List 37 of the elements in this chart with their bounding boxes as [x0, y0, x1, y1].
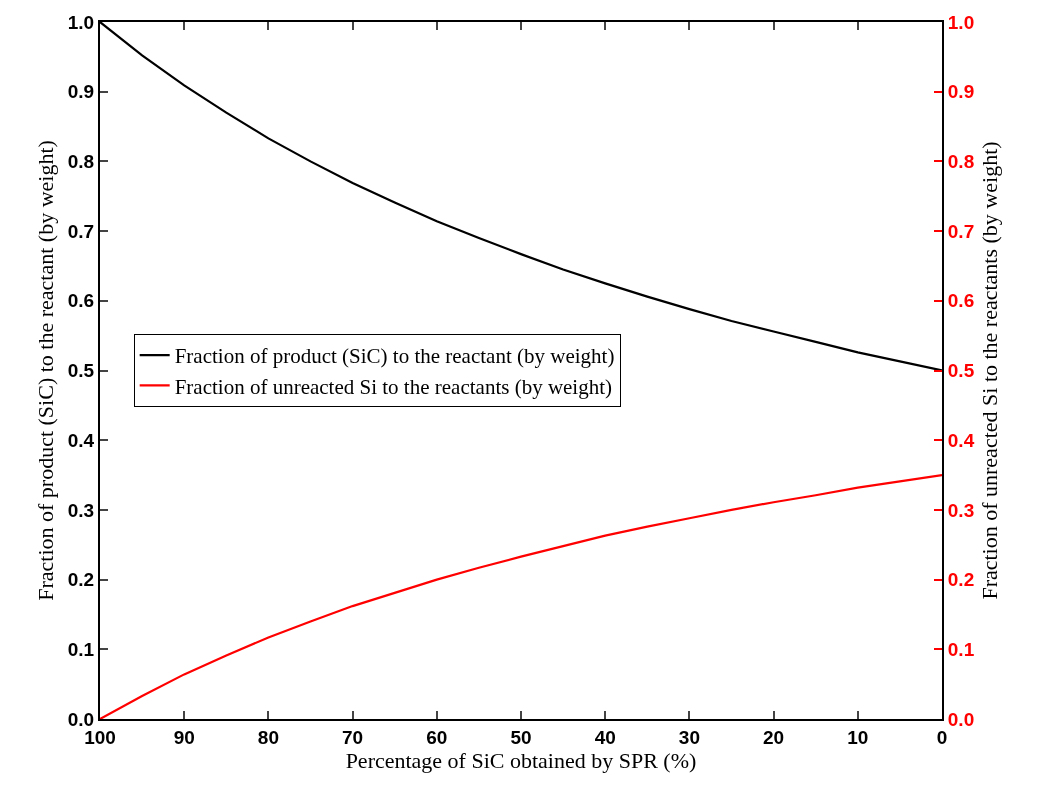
legend-label: Fraction of unreacted Si to the reactants (by weight) [174, 374, 613, 399]
y-tick-label: 0.7 [67, 220, 95, 242]
y2-tick-label: 0.1 [947, 638, 975, 660]
y-tick-label: 0.3 [67, 499, 95, 521]
y-tick-label: 0.6 [67, 290, 95, 312]
y2-tick-label: 0.0 [947, 708, 975, 730]
y-tick-label: 0.9 [67, 81, 95, 103]
x-tick-label: 90 [173, 726, 195, 748]
y2-tick-label: 0.4 [947, 429, 975, 451]
legend-label: Fraction of product (SiC) to the reactant (by weight) [174, 344, 615, 369]
y-tick-label: 1.0 [67, 11, 95, 33]
y2-tick-label: 0.5 [947, 360, 975, 382]
x-tick-label: 40 [594, 726, 616, 748]
y-tick-label: 0.5 [67, 360, 95, 382]
y2-tick-label: 0.9 [947, 81, 975, 103]
y2-tick-label: 0.7 [947, 220, 975, 242]
y2-tick-label: 0.2 [947, 569, 975, 591]
x-tick-label: 20 [763, 726, 785, 748]
y-axis-title: Fraction of product (SiC) to the reactant (by weight) [33, 140, 59, 601]
y2-tick-label: 0.6 [947, 290, 975, 312]
y-tick-label: 0.4 [67, 429, 95, 451]
y2-tick-label: 1.0 [947, 11, 975, 33]
x-axis-title: Percentage of SiC obtained by SPR (%) [345, 748, 697, 774]
x-tick-label: 10 [847, 726, 869, 748]
line-series [100, 473, 942, 719]
y-tick-label: 0.8 [67, 151, 95, 173]
y-tick-label: 0.2 [67, 569, 95, 591]
x-tick-label: 0 [936, 726, 948, 748]
y2-tick-label: 0.8 [947, 151, 975, 173]
y2-tick-label: 0.3 [947, 499, 975, 521]
y-tick-label: 0.1 [67, 638, 95, 660]
x-tick-label: 50 [510, 726, 532, 748]
x-tick-label: 70 [342, 726, 364, 748]
x-tick-label: 60 [426, 726, 448, 748]
y2-axis-title: Fraction of unreacted Si to the reactants (by weight) [977, 141, 1003, 600]
x-tick-label: 30 [678, 726, 700, 748]
x-tick-label: 80 [257, 726, 279, 748]
